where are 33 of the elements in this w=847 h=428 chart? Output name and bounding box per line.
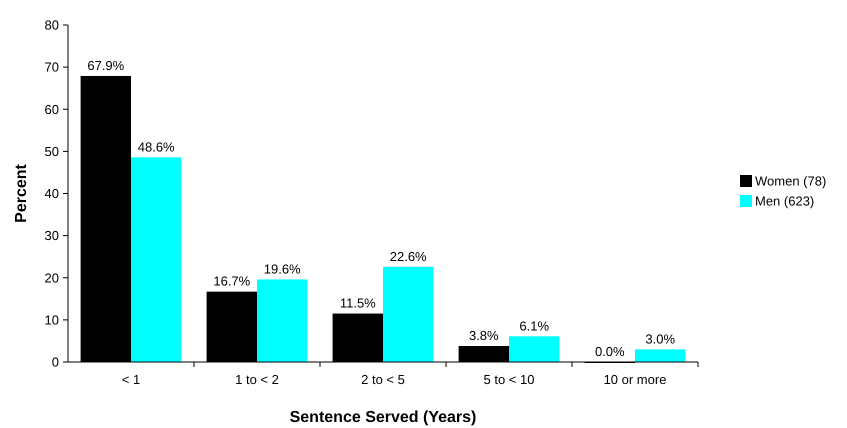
data-label: 0.0% bbox=[594, 344, 626, 359]
x-tick-label: < 1 bbox=[122, 372, 140, 387]
data-label: 22.6% bbox=[390, 248, 428, 264]
y-tick-label: 10 bbox=[44, 312, 59, 328]
x-tick-label: 10 or more bbox=[604, 372, 666, 387]
bar bbox=[509, 336, 560, 362]
data-label: 3.8% bbox=[468, 328, 500, 343]
x-tick-label: 1 to < 2 bbox=[235, 372, 279, 387]
y-tick-label: 60 bbox=[44, 102, 59, 117]
bar bbox=[257, 279, 308, 362]
bar bbox=[635, 349, 686, 362]
legend-label: Men (623) bbox=[755, 194, 814, 209]
legend-label: Women (78) bbox=[755, 174, 826, 189]
x-tick-label: 2 to < 5 bbox=[361, 372, 405, 387]
bar bbox=[131, 157, 182, 362]
y-tick-label: 0 bbox=[52, 354, 59, 370]
data-label: 11.5% bbox=[340, 296, 376, 311]
y-tick-label: 40 bbox=[44, 186, 59, 202]
x-tick-label: 5 to < 10 bbox=[484, 372, 534, 387]
data-label: 3.0% bbox=[645, 331, 676, 346]
data-label: 16.7% bbox=[213, 274, 251, 289]
y-tick-label: 50 bbox=[44, 144, 59, 159]
bar bbox=[383, 266, 434, 362]
data-label: 67.9% bbox=[87, 58, 125, 73]
data-label: 19.6% bbox=[264, 261, 302, 276]
y-tick-label: 30 bbox=[44, 228, 59, 244]
y-tick-label: 20 bbox=[44, 270, 59, 286]
data-label: 48.6% bbox=[138, 139, 176, 154]
y-tick-label: 80 bbox=[44, 18, 59, 33]
y-axis-title: Percent bbox=[13, 163, 30, 223]
y-tick-label: 70 bbox=[44, 60, 59, 75]
x-axis-title: Sentence Served (Years) bbox=[290, 409, 476, 426]
data-label: 6.1% bbox=[519, 318, 550, 334]
